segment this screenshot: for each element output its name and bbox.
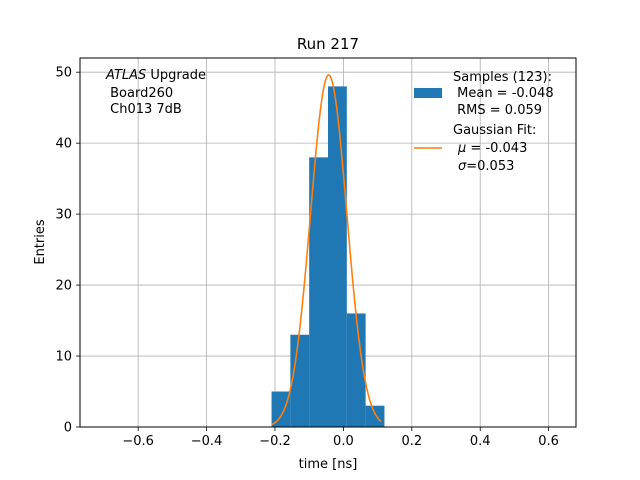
legend-samples-line-3: RMS = 0.059 [453,103,542,118]
x-tick-label: −0.6 [122,434,154,449]
y-tick-label: 10 [55,350,72,365]
sigma-symbol: σ [458,159,467,174]
y-tick-label: 40 [55,137,72,152]
annotation-upgrade-text: Upgrade [146,68,206,83]
sigma-value: =0.053 [466,159,514,174]
histogram-bar [365,405,385,427]
x-axis-ticks: −0.6 −0.4 −0.2 0.0 0.2 0.4 0.6 [122,427,559,449]
histogram-bar [290,334,310,427]
histogram-bar [309,157,328,427]
x-tick-label: −0.2 [259,434,291,449]
y-tick-label: 20 [55,279,72,294]
histogram-bar [346,313,366,427]
legend-fit-line-1: Gaussian Fit: [453,123,536,138]
histogram-bar [328,86,347,427]
x-tick-label: 0.2 [401,434,422,449]
y-axis-label: Entries [33,219,48,265]
gaussian-fit-curve [271,74,382,426]
annotation-line-1: ATLAS Upgrade [105,68,206,83]
y-tick-label: 50 [55,66,72,81]
plot-frame [79,57,577,428]
x-tick-label: −0.4 [191,434,223,449]
atlas-annotation: ATLAS Upgrade Board260 Ch013 7dB [105,68,206,117]
histogram-bars [271,86,385,427]
legend: Samples (123): Mean = -0.048 RMS = 0.059… [414,70,554,174]
annotation-line-3: Ch013 7dB [106,102,182,117]
y-axis-ticks: 0 10 20 30 40 50 [55,66,80,436]
y-tick-label: 0 [64,421,72,436]
atlas-italic-text: ATLAS [105,68,146,83]
mu-symbol: μ [457,141,466,156]
x-tick-label: 0.4 [470,434,491,449]
x-axis-label: time [ns] [299,457,358,472]
chart-title: Run 217 [297,35,359,53]
annotation-line-2: Board260 [106,86,173,101]
mu-value: = -0.043 [466,141,527,156]
legend-samples-line-1: Samples (123): [453,70,552,85]
y-tick-label: 30 [55,208,72,223]
legend-fit-line-3: σ=0.053 [458,159,514,174]
legend-samples-line-2: Mean = -0.048 [453,86,554,101]
legend-histogram-swatch [414,88,442,98]
x-tick-label: 0.0 [333,434,354,449]
histogram-bar [271,391,291,427]
x-tick-label: 0.6 [538,434,559,449]
grid-lines [80,58,576,428]
legend-fit-line-2: μ = -0.043 [457,141,527,156]
